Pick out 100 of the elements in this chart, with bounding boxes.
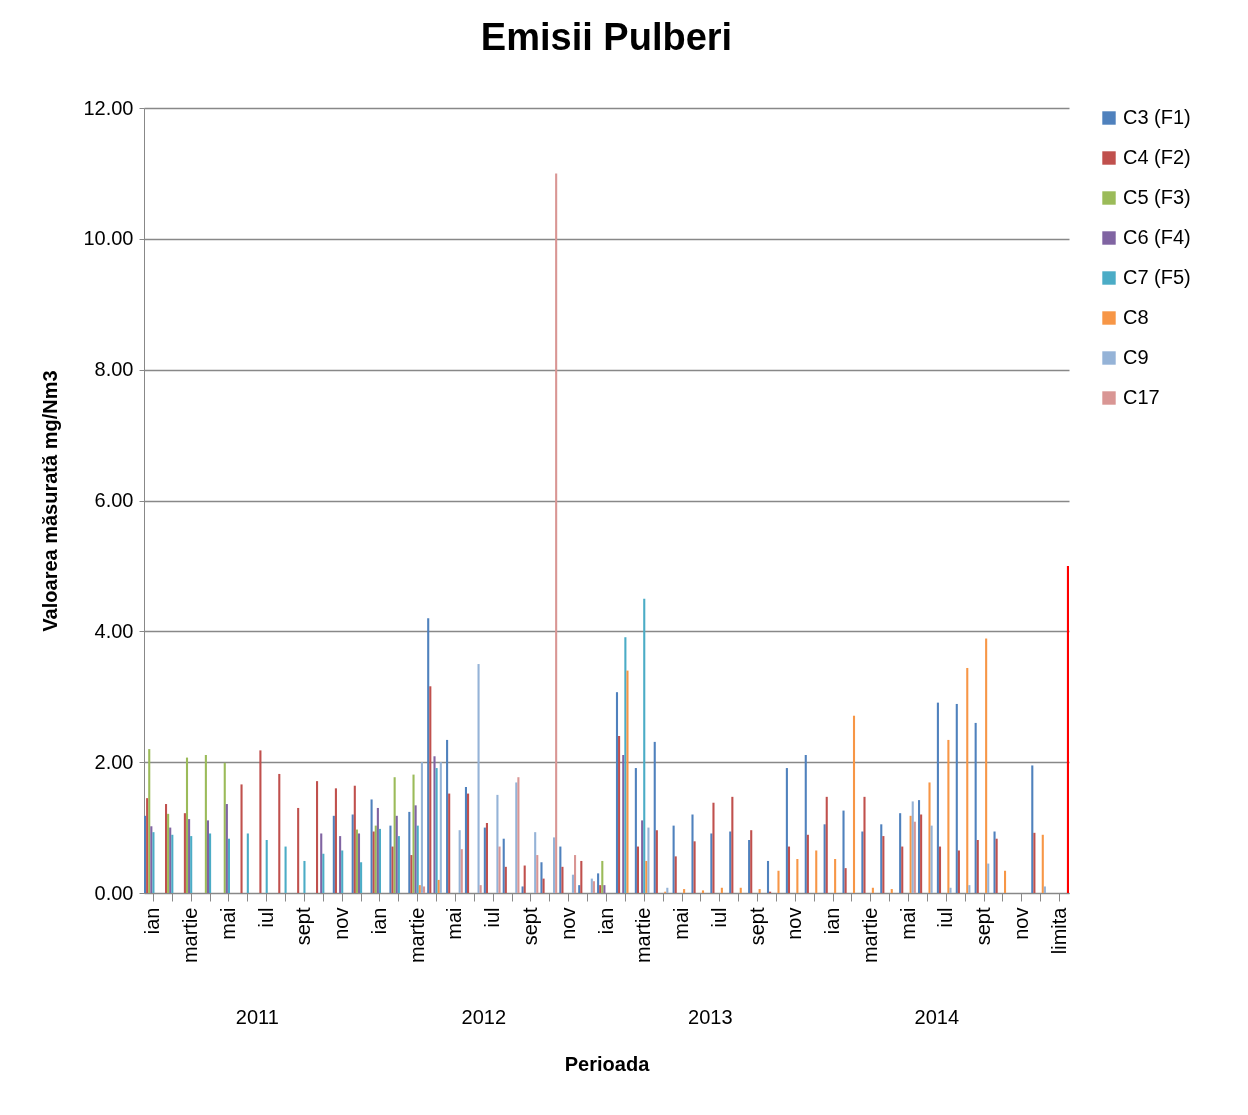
bar <box>164 804 168 893</box>
x-tick-label: sept <box>972 907 995 946</box>
bar <box>183 813 186 893</box>
x-tick-label: iul <box>254 907 277 928</box>
bar <box>357 833 361 893</box>
bar <box>422 886 426 893</box>
bar <box>712 802 715 893</box>
bar <box>146 798 149 893</box>
text: 2012 <box>461 1006 507 1028</box>
bar <box>435 768 438 893</box>
bar <box>758 889 761 893</box>
chart-title: Emisii Pulberi <box>480 16 733 58</box>
bar <box>750 830 753 893</box>
bar <box>674 856 677 893</box>
bar <box>785 768 788 893</box>
y-tick-label: 10.00 <box>83 227 134 250</box>
bar <box>1003 870 1007 893</box>
bar <box>1031 765 1034 893</box>
bar <box>647 827 650 893</box>
bar <box>890 889 893 893</box>
bar <box>378 828 382 893</box>
bar <box>408 811 411 893</box>
bar <box>710 833 713 893</box>
bar <box>553 837 556 893</box>
bar <box>353 785 356 893</box>
bar <box>322 853 325 893</box>
bar <box>370 799 373 893</box>
x-tick-label: iul <box>481 907 504 928</box>
bar <box>420 762 423 893</box>
bar <box>225 804 228 893</box>
bar <box>666 887 669 893</box>
bar <box>265 840 268 893</box>
bar <box>502 838 505 893</box>
bar <box>284 846 287 893</box>
bar <box>974 722 977 893</box>
bar <box>209 833 212 893</box>
bar <box>341 850 344 893</box>
bar <box>448 793 451 893</box>
x-tick-label: nov <box>1009 907 1032 940</box>
bar <box>320 833 323 893</box>
text: 2014 <box>914 1006 960 1028</box>
bar <box>303 860 306 893</box>
bar <box>414 805 417 893</box>
bar <box>653 741 656 893</box>
bar <box>957 850 960 893</box>
x-tick-label: martie <box>632 907 655 964</box>
x-tick-label: nov <box>783 907 806 940</box>
bar <box>766 860 770 893</box>
bar <box>748 840 751 893</box>
bar <box>815 850 818 893</box>
bar <box>580 860 583 893</box>
bar <box>825 796 828 893</box>
bar <box>515 782 518 893</box>
bar <box>555 173 558 893</box>
bar <box>521 886 524 893</box>
bar <box>641 820 644 893</box>
bar <box>928 782 931 893</box>
bar <box>949 887 952 893</box>
bar <box>278 773 281 893</box>
bar <box>439 762 442 893</box>
legend-label: C8 <box>1123 306 1149 328</box>
bar <box>599 885 602 893</box>
x-tick-label: sept <box>745 907 768 946</box>
bar <box>498 846 501 893</box>
bar <box>393 777 396 893</box>
bar <box>418 885 421 893</box>
bar <box>227 838 230 893</box>
x-tick-label: limita <box>1047 906 1070 955</box>
legend-label: C6 (F4) <box>1123 226 1191 248</box>
bar <box>169 827 172 893</box>
bar <box>561 866 564 893</box>
bar <box>446 739 449 893</box>
bar <box>339 836 342 893</box>
text: 2013 <box>688 1006 733 1028</box>
bar <box>624 637 627 893</box>
bar <box>842 810 845 893</box>
bar <box>936 702 939 893</box>
bar <box>437 879 440 893</box>
bar <box>1033 832 1036 893</box>
x-tick-label: ian <box>367 907 390 935</box>
bar <box>920 814 923 893</box>
x-tick-label: iul <box>934 907 957 928</box>
bar <box>485 823 488 893</box>
bar <box>622 754 625 893</box>
bar <box>374 825 377 893</box>
x-tick-label: ian <box>141 907 164 935</box>
bar <box>968 885 971 893</box>
bar <box>672 825 675 893</box>
bar <box>504 866 507 893</box>
bar <box>148 749 151 893</box>
bar <box>410 855 413 893</box>
bar <box>395 815 398 893</box>
bar <box>626 670 629 893</box>
bar <box>806 834 809 893</box>
bar <box>389 825 392 893</box>
bar <box>464 787 468 893</box>
bar <box>909 815 912 893</box>
bar <box>477 664 480 893</box>
bar <box>297 807 300 893</box>
bar <box>634 768 637 893</box>
